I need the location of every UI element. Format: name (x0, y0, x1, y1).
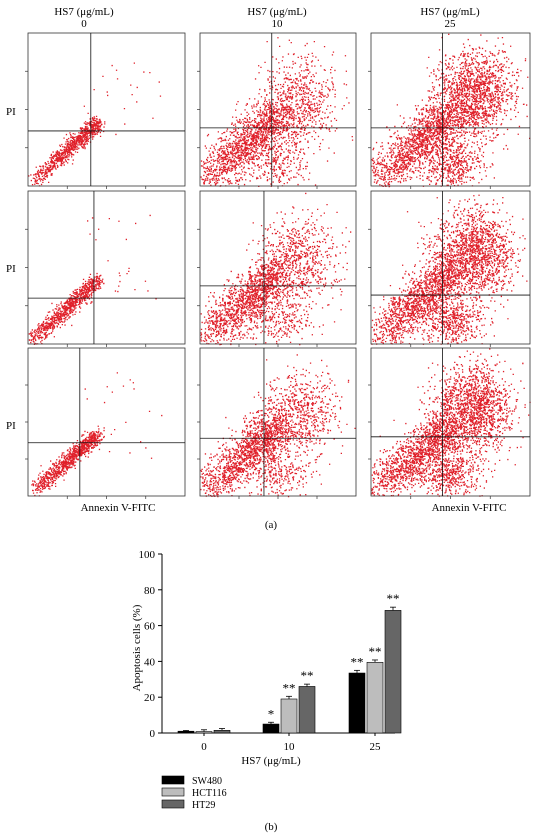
scatter-plot-grid (25, 32, 531, 499)
scatter-points (28, 62, 162, 187)
column-header-dose: 10 (272, 18, 284, 30)
x-tick-label: 25 (370, 741, 382, 753)
scatter-frame (27, 190, 186, 345)
scatter-panel (25, 32, 186, 189)
scatter-points (371, 33, 531, 188)
y-axis-label-row-3: PI (6, 420, 16, 432)
scatter-panel (368, 190, 531, 347)
bar-ht29 (213, 730, 231, 734)
scatter-frame (27, 347, 186, 497)
legend-label: HT29 (192, 800, 215, 811)
bar-ht29 (298, 686, 316, 734)
column-header-title: HS7 (μg/mL) (54, 6, 114, 18)
column-header-dose: 25 (445, 18, 457, 30)
column-header-0: HS7 (μg/mL) 0 (54, 6, 114, 30)
y-axis-label-row-1: PI (6, 106, 16, 118)
y-tick-label: 0 (150, 728, 156, 740)
scatter-panel (197, 347, 357, 499)
scatter-frame (370, 32, 531, 187)
bar-chart: Apoptosis cells (%) HS7 (μg/mL) (b) 0 20 4… (131, 549, 402, 833)
panel-a-label: (a) (265, 519, 278, 531)
scatter-points (371, 194, 528, 345)
scatter-panel (368, 32, 531, 189)
bar-sw480 (177, 730, 195, 734)
y-tick-label: 100 (139, 549, 156, 561)
bar-chart-ylabel: Apoptosis cells (%) (131, 604, 143, 691)
bar-hct116 (195, 731, 213, 734)
bar-sw480 (262, 723, 280, 734)
column-header-dose: 0 (81, 18, 87, 30)
scatter-points (200, 192, 352, 346)
bar-hct116 (366, 661, 384, 734)
x-axis-label-col-3: Annexin V-FITC (432, 502, 507, 514)
legend-swatch (161, 799, 185, 809)
x-tick-label: 10 (284, 741, 296, 753)
significance-label: * (268, 706, 275, 721)
scatter-panel (368, 347, 531, 499)
significance-label: ** (301, 668, 314, 683)
significance-label: ** (283, 680, 296, 695)
legend-label: HCT116 (192, 788, 227, 799)
bar-ht29 (384, 610, 402, 734)
bar-chart-xlabel: HS7 (μg/mL) (241, 755, 301, 767)
significance-label: ** (387, 591, 400, 606)
column-header-title: HS7 (μg/mL) (247, 6, 307, 18)
scatter-panel (197, 190, 357, 347)
bar-sw480 (348, 672, 366, 734)
panel-b-label: (b) (265, 821, 278, 833)
scatter-points (200, 354, 356, 498)
y-tick-label: 40 (144, 656, 156, 668)
y-tick-label: 60 (144, 621, 156, 633)
x-axis-label-col-1: Annexin V-FITC (81, 502, 156, 514)
x-tick-label: 0 (201, 741, 207, 753)
scatter-points (28, 214, 157, 345)
scatter-points (31, 372, 163, 497)
significance-label: ** (351, 654, 364, 669)
scatter-points (371, 348, 531, 497)
bar-hct116 (280, 698, 298, 734)
y-axis-label-row-2: PI (6, 263, 16, 275)
y-tick-label: 80 (144, 585, 156, 597)
legend-swatch (161, 787, 185, 797)
column-header-1: HS7 (μg/mL) 10 (247, 6, 307, 30)
legend-swatch (161, 775, 185, 785)
column-header-title: HS7 (μg/mL) (420, 6, 480, 18)
scatter-panel (25, 347, 186, 499)
scatter-panel (197, 32, 357, 189)
y-tick-label: 20 (144, 692, 156, 704)
column-header-2: HS7 (μg/mL) 25 (420, 6, 480, 30)
legend-label: SW480 (192, 776, 222, 787)
scatter-panel (25, 190, 186, 347)
significance-label: ** (369, 644, 382, 659)
scatter-points (200, 37, 354, 187)
